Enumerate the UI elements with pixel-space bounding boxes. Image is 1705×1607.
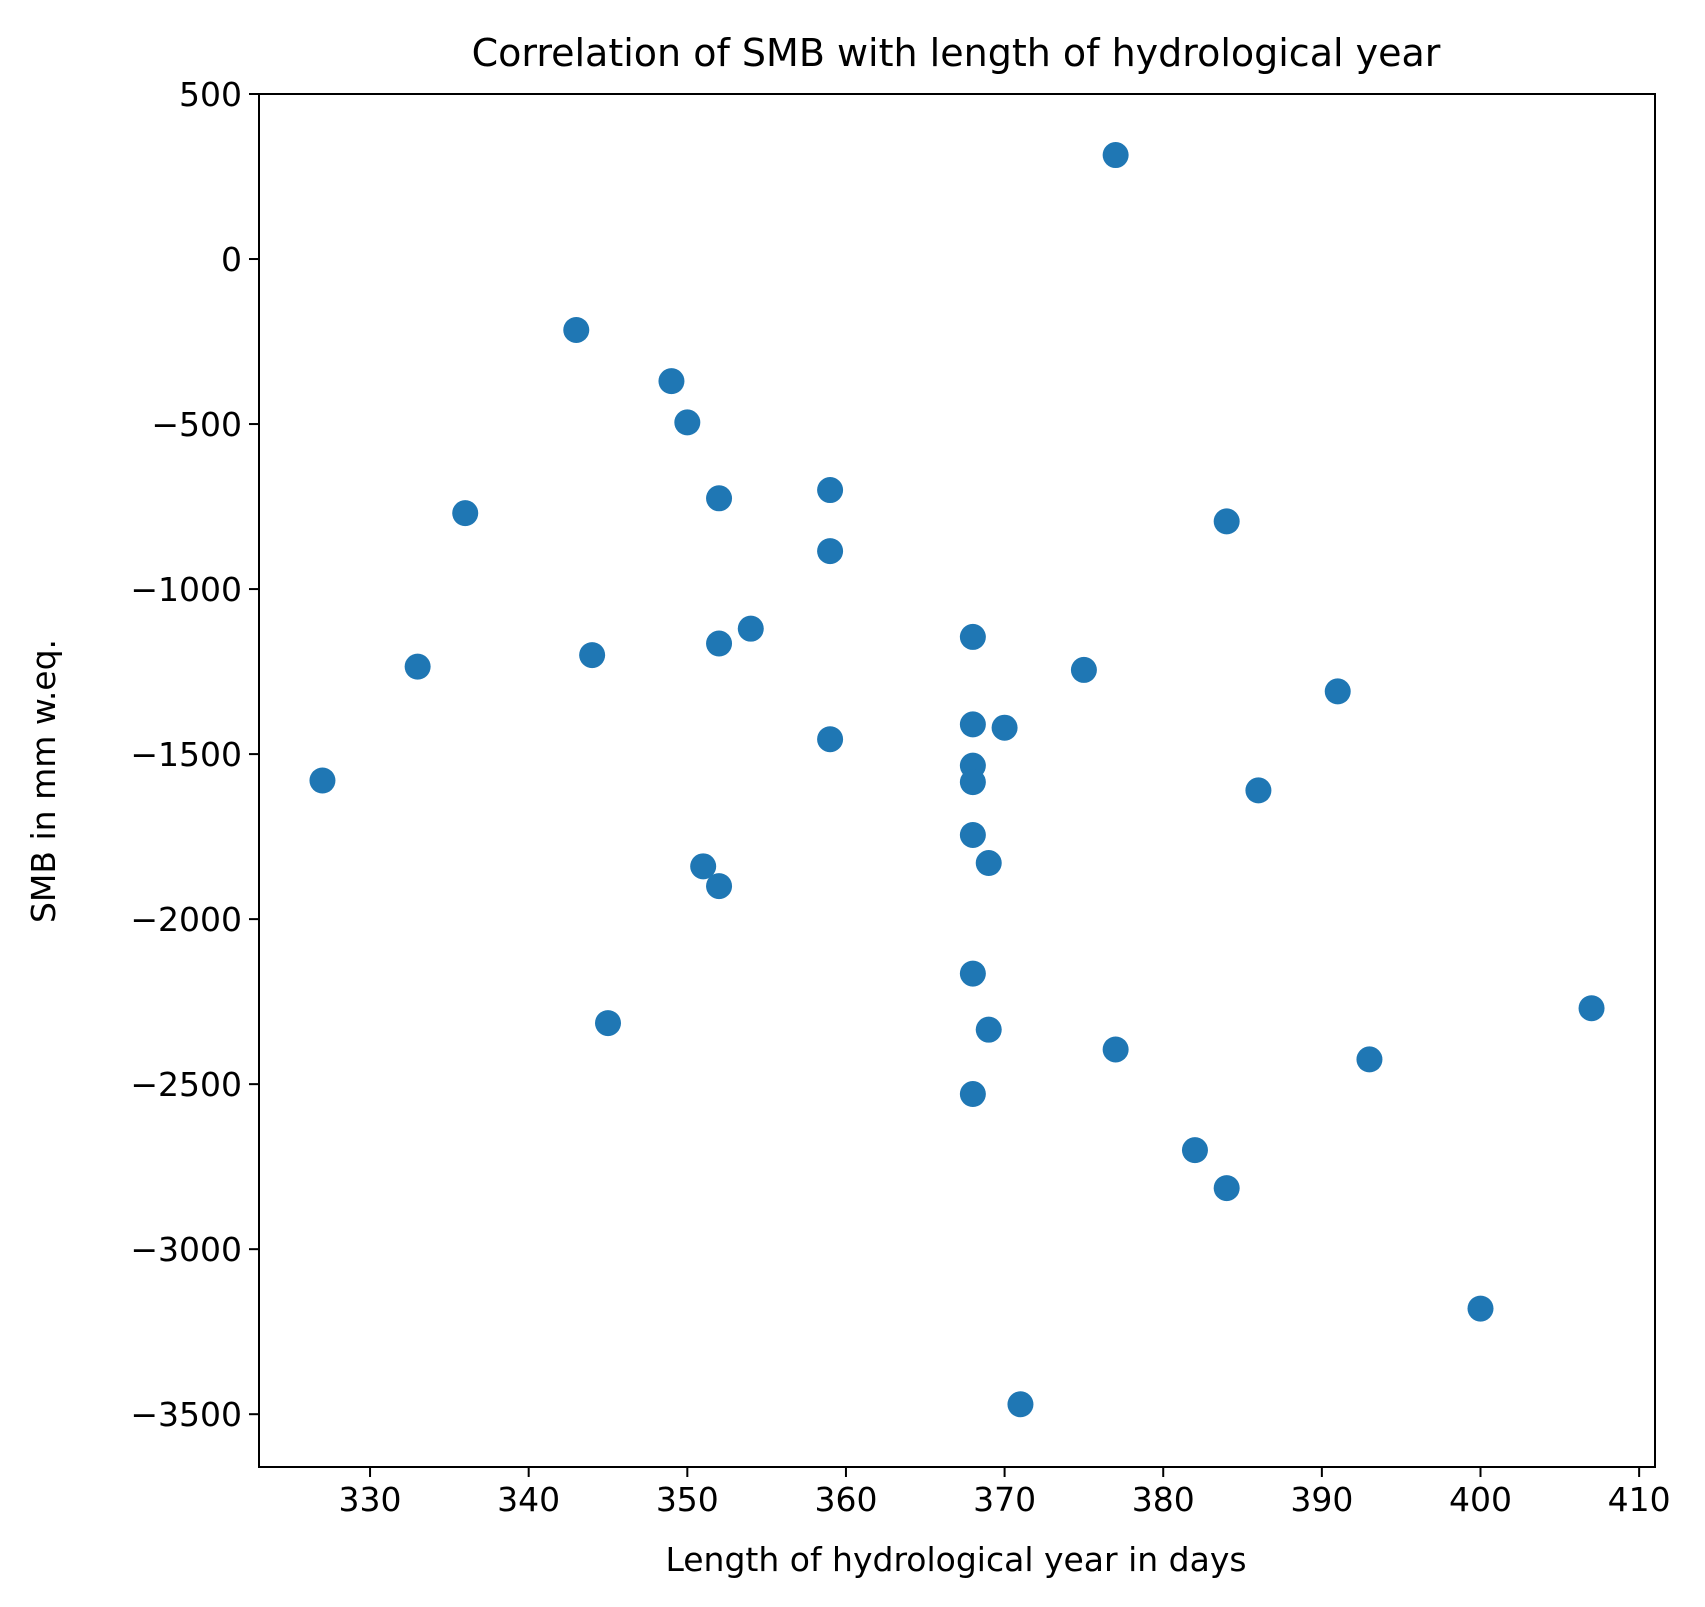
y-tick-label: −1500 [130,735,242,774]
data-point [959,623,986,650]
x-tick-label: 340 [497,1480,560,1519]
data-point [959,1081,986,1108]
x-tick-label: 350 [656,1480,719,1519]
x-tick-label: 390 [1290,1480,1353,1519]
data-point [1324,678,1351,705]
x-axis-ticks: 330 340 350 360 370 380 390 400 410 [339,1467,1671,1519]
y-axis-ticks: 500 0 −500 −1000 −1500 −2000 −2500 −3000 −3500 [130,75,259,1434]
data-point [1245,777,1272,804]
data-point [817,477,844,504]
data-point [706,630,733,657]
data-point [959,821,986,848]
data-point [658,368,685,395]
data-point [1213,1175,1240,1202]
data-point [579,642,606,669]
y-tick-label: 500 [179,75,242,114]
y-tick-label: 0 [221,240,242,279]
data-point [817,538,844,565]
data-point [452,500,479,527]
y-tick-label: −3500 [130,1395,242,1434]
x-axis-label: Length of hydrological year in days [665,1540,1246,1579]
data-point [309,767,336,794]
data-point [991,714,1018,741]
data-point [706,873,733,900]
x-tick-label: 330 [339,1480,402,1519]
data-point [975,850,1002,877]
y-tick-label: −2000 [130,900,242,939]
y-tick-label: −2500 [130,1065,242,1104]
data-point [595,1010,621,1037]
data-point [1007,1391,1034,1418]
data-point [1356,1046,1383,1073]
data-point [737,615,764,642]
x-tick-label: 360 [814,1480,877,1519]
data-point [1070,656,1097,683]
data-point [1213,508,1240,535]
data-point [1181,1137,1208,1164]
y-tick-label: −3000 [130,1230,242,1269]
x-tick-label: 380 [1132,1480,1195,1519]
data-point [674,409,701,436]
data-point [959,769,986,796]
x-tick-label: 370 [973,1480,1036,1519]
x-tick-label: 410 [1608,1480,1671,1519]
data-point [1578,995,1605,1022]
data-point [1102,1036,1129,1063]
x-tick-label: 400 [1449,1480,1512,1519]
plot-area-frame [258,93,1656,1468]
y-tick-label: −1000 [130,570,242,609]
data-point [1102,142,1129,169]
y-tick-label: −500 [151,405,242,444]
data-point [690,853,717,880]
y-axis-label: SMB in mm w.eq. [24,639,63,923]
data-point [404,653,431,680]
chart-title: Correlation of SMB with length of hydrol… [472,31,1441,75]
data-point [706,485,733,512]
data-point [959,960,986,987]
data-point [1467,1295,1494,1322]
data-point [563,316,590,343]
data-point [817,726,844,753]
data-point [959,711,986,738]
data-points [309,142,1605,1418]
data-point [975,1016,1002,1043]
